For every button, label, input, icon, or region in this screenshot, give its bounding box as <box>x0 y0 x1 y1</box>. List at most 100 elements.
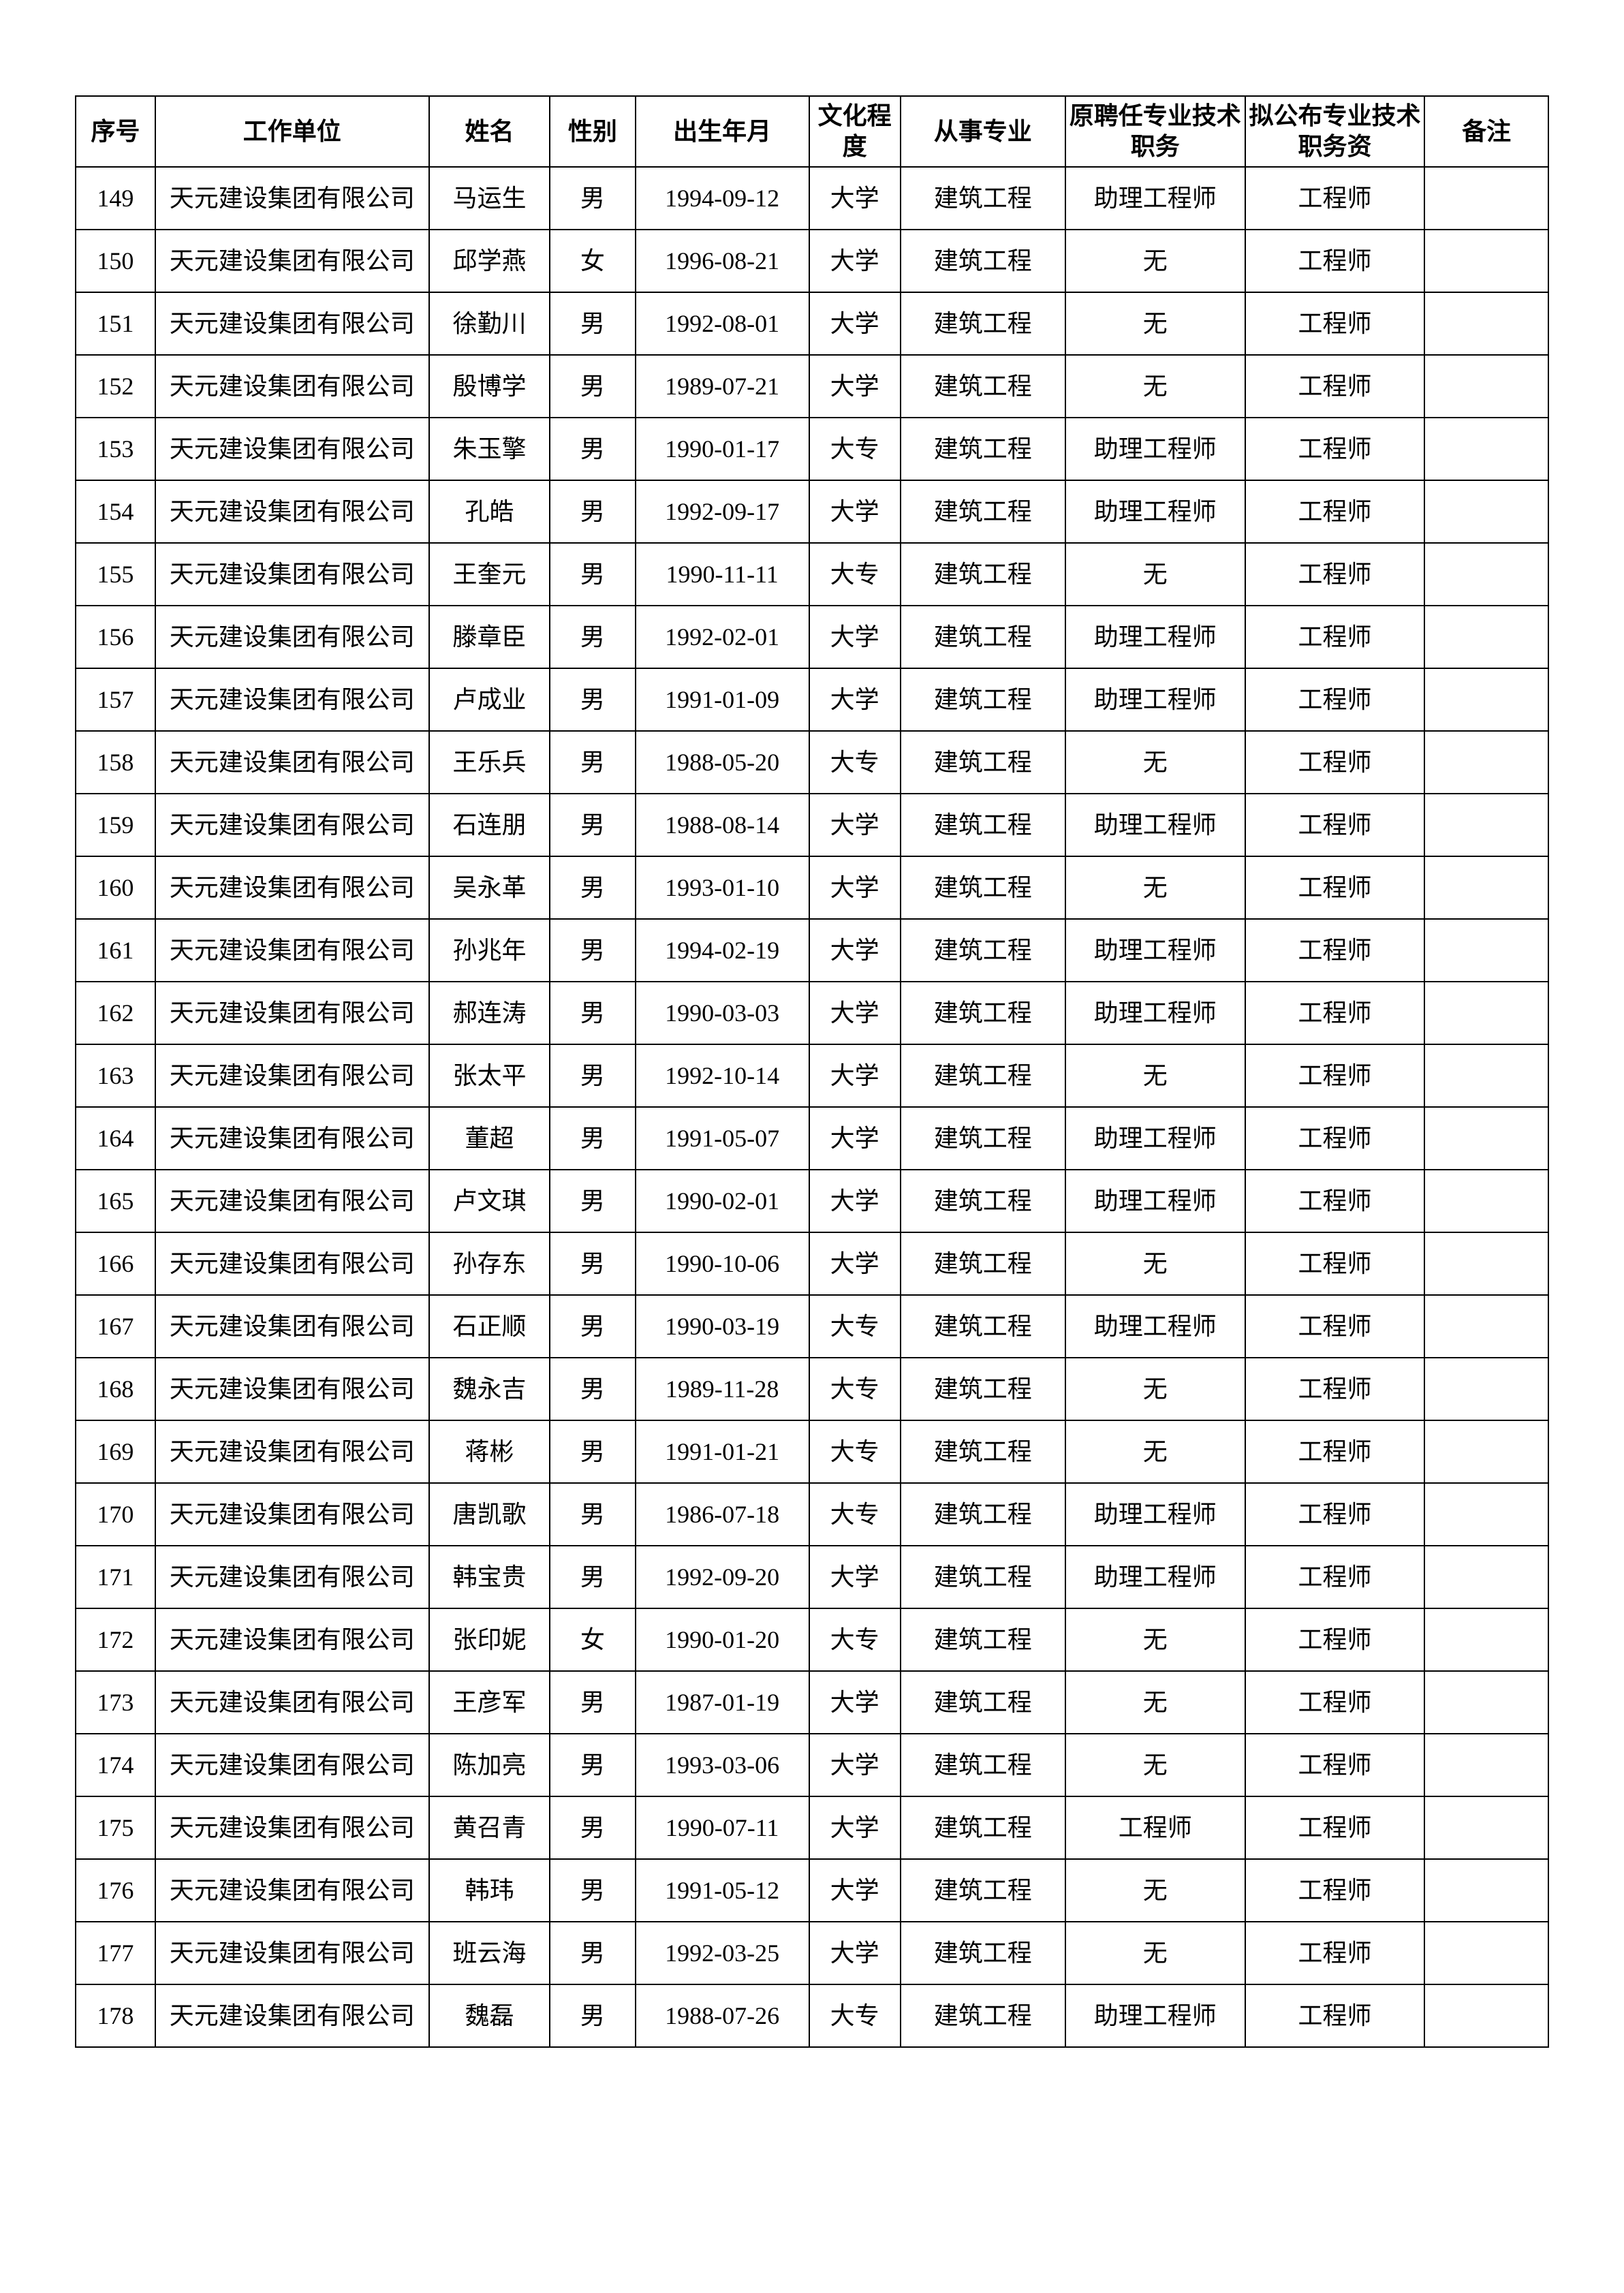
cell-name: 石连朋 <box>429 794 550 856</box>
cell-seq: 150 <box>76 230 155 292</box>
cell-sex: 男 <box>550 1170 635 1232</box>
column-header-prev: 原聘任专业技术职务 <box>1065 96 1245 167</box>
cell-name: 蒋彬 <box>429 1420 550 1483</box>
cell-major: 建筑工程 <box>901 919 1065 982</box>
cell-birth: 1992-03-25 <box>636 1922 809 1984</box>
cell-name: 徐勤川 <box>429 292 550 355</box>
table-row: 153天元建设集团有限公司朱玉擎男1990-01-17大专建筑工程助理工程师工程… <box>76 418 1548 480</box>
cell-birth: 1988-05-20 <box>636 731 809 794</box>
cell-seq: 152 <box>76 355 155 418</box>
cell-note <box>1424 1044 1548 1107</box>
cell-prev: 无 <box>1065 1420 1245 1483</box>
cell-birth: 1993-03-06 <box>636 1734 809 1796</box>
cell-unit: 天元建设集团有限公司 <box>155 480 429 543</box>
cell-birth: 1990-01-17 <box>636 418 809 480</box>
cell-note <box>1424 606 1548 668</box>
cell-seq: 163 <box>76 1044 155 1107</box>
cell-seq: 172 <box>76 1608 155 1671</box>
cell-name: 邱学燕 <box>429 230 550 292</box>
cell-major: 建筑工程 <box>901 418 1065 480</box>
table-row: 156天元建设集团有限公司滕章臣男1992-02-01大学建筑工程助理工程师工程… <box>76 606 1548 668</box>
cell-seq: 171 <box>76 1546 155 1608</box>
cell-unit: 天元建设集团有限公司 <box>155 1859 429 1922</box>
cell-unit: 天元建设集团有限公司 <box>155 919 429 982</box>
cell-birth: 1988-08-14 <box>636 794 809 856</box>
cell-prev: 助理工程师 <box>1065 480 1245 543</box>
cell-note <box>1424 418 1548 480</box>
cell-prev: 无 <box>1065 856 1245 919</box>
table-row: 166天元建设集团有限公司孙存东男1990-10-06大学建筑工程无工程师 <box>76 1232 1548 1295</box>
cell-name: 张印妮 <box>429 1608 550 1671</box>
cell-unit: 天元建设集团有限公司 <box>155 668 429 731</box>
cell-major: 建筑工程 <box>901 668 1065 731</box>
cell-name: 陈加亮 <box>429 1734 550 1796</box>
column-header-note: 备注 <box>1424 96 1548 167</box>
cell-sex: 男 <box>550 668 635 731</box>
cell-major: 建筑工程 <box>901 1922 1065 1984</box>
cell-major: 建筑工程 <box>901 355 1065 418</box>
cell-name: 孙兆年 <box>429 919 550 982</box>
cell-edu: 大学 <box>809 982 901 1044</box>
cell-seq: 154 <box>76 480 155 543</box>
cell-note <box>1424 1671 1548 1734</box>
table-row: 154天元建设集团有限公司孔皓男1992-09-17大学建筑工程助理工程师工程师 <box>76 480 1548 543</box>
cell-new: 工程师 <box>1245 1734 1425 1796</box>
cell-name: 魏永吉 <box>429 1358 550 1420</box>
cell-unit: 天元建设集团有限公司 <box>155 418 429 480</box>
cell-seq: 165 <box>76 1170 155 1232</box>
cell-note <box>1424 355 1548 418</box>
cell-edu: 大学 <box>809 1546 901 1608</box>
cell-name: 卢成业 <box>429 668 550 731</box>
cell-prev: 助理工程师 <box>1065 1170 1245 1232</box>
cell-name: 魏磊 <box>429 1984 550 2047</box>
cell-unit: 天元建设集团有限公司 <box>155 856 429 919</box>
cell-seq: 170 <box>76 1483 155 1546</box>
cell-unit: 天元建设集团有限公司 <box>155 292 429 355</box>
cell-prev: 助理工程师 <box>1065 1483 1245 1546</box>
cell-edu: 大学 <box>809 794 901 856</box>
cell-seq: 153 <box>76 418 155 480</box>
cell-new: 工程师 <box>1245 230 1425 292</box>
cell-unit: 天元建设集团有限公司 <box>155 1483 429 1546</box>
cell-new: 工程师 <box>1245 292 1425 355</box>
cell-birth: 1994-02-19 <box>636 919 809 982</box>
cell-major: 建筑工程 <box>901 543 1065 606</box>
cell-seq: 162 <box>76 982 155 1044</box>
cell-unit: 天元建设集团有限公司 <box>155 1671 429 1734</box>
cell-birth: 1989-07-21 <box>636 355 809 418</box>
cell-major: 建筑工程 <box>901 794 1065 856</box>
cell-sex: 女 <box>550 230 635 292</box>
cell-major: 建筑工程 <box>901 1044 1065 1107</box>
cell-prev: 无 <box>1065 355 1245 418</box>
cell-name: 马运生 <box>429 167 550 230</box>
cell-prev: 助理工程师 <box>1065 418 1245 480</box>
cell-sex: 男 <box>550 418 635 480</box>
cell-major: 建筑工程 <box>901 1420 1065 1483</box>
table-row: 178天元建设集团有限公司魏磊男1988-07-26大专建筑工程助理工程师工程师 <box>76 1984 1548 2047</box>
cell-name: 吴永革 <box>429 856 550 919</box>
cell-major: 建筑工程 <box>901 731 1065 794</box>
cell-seq: 173 <box>76 1671 155 1734</box>
cell-sex: 男 <box>550 982 635 1044</box>
cell-sex: 男 <box>550 1107 635 1170</box>
cell-unit: 天元建设集团有限公司 <box>155 355 429 418</box>
cell-new: 工程师 <box>1245 480 1425 543</box>
cell-new: 工程师 <box>1245 1232 1425 1295</box>
cell-birth: 1992-10-14 <box>636 1044 809 1107</box>
cell-name: 张太平 <box>429 1044 550 1107</box>
cell-edu: 大专 <box>809 1483 901 1546</box>
table-row: 151天元建设集团有限公司徐勤川男1992-08-01大学建筑工程无工程师 <box>76 292 1548 355</box>
cell-birth: 1988-07-26 <box>636 1984 809 2047</box>
table-row: 165天元建设集团有限公司卢文琪男1990-02-01大学建筑工程助理工程师工程… <box>76 1170 1548 1232</box>
cell-seq: 155 <box>76 543 155 606</box>
cell-note <box>1424 982 1548 1044</box>
cell-note <box>1424 668 1548 731</box>
table-row: 177天元建设集团有限公司班云海男1992-03-25大学建筑工程无工程师 <box>76 1922 1548 1984</box>
cell-new: 工程师 <box>1245 919 1425 982</box>
table-row: 171天元建设集团有限公司韩宝贵男1992-09-20大学建筑工程助理工程师工程… <box>76 1546 1548 1608</box>
cell-prev: 无 <box>1065 1922 1245 1984</box>
cell-sex: 男 <box>550 1546 635 1608</box>
cell-major: 建筑工程 <box>901 480 1065 543</box>
table-row: 172天元建设集团有限公司张印妮女1990-01-20大专建筑工程无工程师 <box>76 1608 1548 1671</box>
cell-birth: 1993-01-10 <box>636 856 809 919</box>
